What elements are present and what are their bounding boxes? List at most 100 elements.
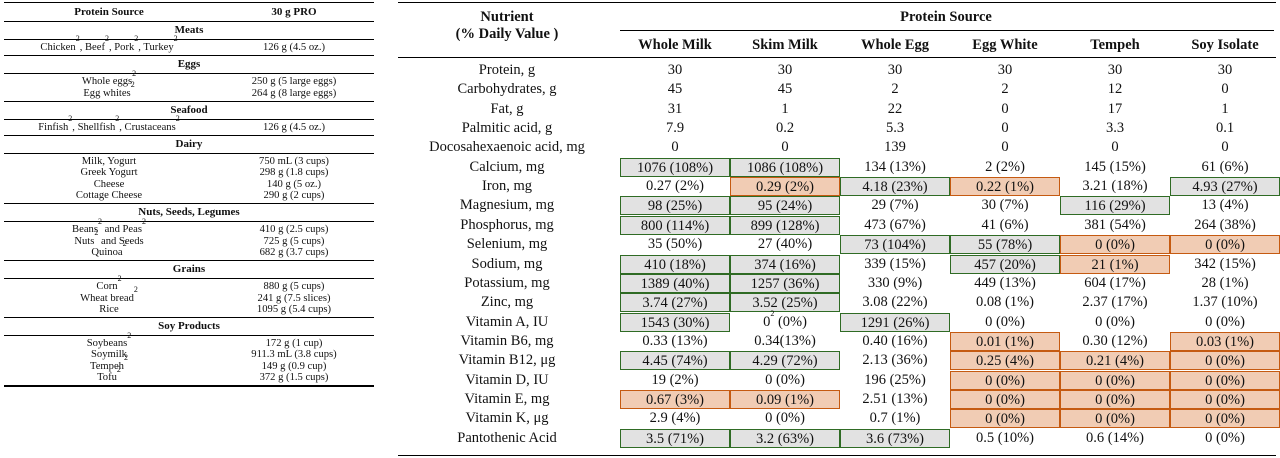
footnote-marker: 2 bbox=[123, 353, 128, 363]
value-text: 1076 (108%) bbox=[636, 159, 714, 176]
nutrient-value: 457 (20%) bbox=[950, 254, 1060, 274]
value-text: 0.01 (1%) bbox=[976, 333, 1034, 350]
table-row: Wheat bread2 241 g (7.5 slices) bbox=[4, 286, 374, 304]
nutrient-value: 800 (114%) bbox=[620, 215, 730, 235]
food-name-part: Wheat bread bbox=[80, 292, 134, 304]
nutrient-value: 0.27 (2%) bbox=[620, 177, 730, 196]
serving-amount: 372 g (1.5 cups) bbox=[259, 372, 329, 384]
nutrient-value: 3.3 bbox=[1060, 119, 1170, 138]
value-text: 0.25 (4%) bbox=[976, 353, 1034, 370]
table-row: Vitamin E, mg 0.67 (3%) 0.09 (1%) 2.51 (13%… bbox=[398, 389, 1280, 409]
table-row: Protein, g 30 30 30 30 30 30 bbox=[398, 61, 1276, 80]
header-bottom-rule bbox=[398, 57, 1276, 58]
value-text: 98 (25%) bbox=[647, 198, 703, 215]
nutrient-value: 449 (13%) bbox=[950, 274, 1060, 293]
value-text: 0 bbox=[1001, 100, 1009, 117]
nutrient-value: 0 bbox=[1170, 80, 1280, 99]
serving-amount: 149 g (0.9 cup) bbox=[261, 360, 327, 372]
value-text: 800 (114%) bbox=[640, 217, 710, 234]
nutrient-value: 12 bbox=[1060, 80, 1170, 99]
value-text: 0 bbox=[671, 139, 679, 156]
table-row: Rice 1095 g (5.4 cups) bbox=[4, 304, 374, 315]
food-name-part: Cottage Cheese bbox=[75, 190, 143, 202]
food-name: Soymilk bbox=[4, 349, 214, 360]
value-text: 30 bbox=[887, 62, 903, 78]
header-group-rule bbox=[620, 30, 1274, 31]
food-name: Cottage Cheese bbox=[4, 190, 214, 201]
table-row: Vitamin B12, μg 4.45 (74%) 4.29 (72%) 2.13 … bbox=[398, 351, 1280, 371]
food-name-part: , Turkey bbox=[138, 42, 174, 53]
value-text: 0.6 (14%) bbox=[1086, 429, 1144, 446]
value-text: 4.18 (23%) bbox=[862, 179, 928, 196]
food-name: Cheese bbox=[4, 179, 214, 190]
nutrient-value: 2.9 (4%) bbox=[620, 409, 730, 428]
value-text: 330 (9%) bbox=[867, 274, 923, 291]
nutrient-value: 95 (24%) bbox=[730, 196, 840, 216]
nutrient-name: Zinc, mg bbox=[480, 294, 534, 311]
food-name-part: Beans bbox=[72, 224, 98, 236]
value-text: 19 (2%) bbox=[651, 371, 699, 388]
value-text: 0 (0%) bbox=[1205, 313, 1245, 330]
value-text: 0.40 (16%) bbox=[862, 332, 928, 349]
value-text: 55 (78%) bbox=[977, 237, 1033, 254]
nutrient-value: 30 bbox=[620, 61, 730, 80]
category-group: Corn2 880 g (5 cups) Wheat bread2 241 g (7.… bbox=[4, 274, 374, 319]
food-name-part: Nuts bbox=[74, 235, 95, 247]
nutrient-value: 1257 (36%) bbox=[730, 273, 840, 293]
nutrient-value: 0 (0%) bbox=[1170, 313, 1280, 332]
nutrient-value: 1389 (40%) bbox=[620, 273, 730, 293]
nutrient-value: 139 bbox=[840, 138, 950, 157]
serving-amount: 140 g (5 oz.) bbox=[266, 178, 322, 190]
nutrient-value: 2 bbox=[840, 80, 950, 99]
footnote-marker: 2 bbox=[132, 68, 137, 78]
value-text: 1.37 (10%) bbox=[1192, 294, 1258, 311]
value-text: 0 bbox=[781, 139, 789, 156]
food-name-part: Cheese bbox=[93, 178, 125, 190]
footnote-marker: 2 bbox=[116, 364, 121, 374]
food-name: Egg whites2 bbox=[4, 81, 214, 99]
nutrient-value: 22 bbox=[840, 100, 950, 119]
header-protein-source: Protein Source bbox=[74, 6, 144, 18]
nutrient-value: 0 (0%) bbox=[1170, 389, 1280, 409]
value-text: 4.93 (27%) bbox=[1192, 179, 1258, 196]
nutrient-value: 0 (0%) bbox=[1170, 235, 1280, 255]
value-text: 29 (7%) bbox=[871, 197, 919, 214]
nutrient-value: 0 bbox=[730, 138, 840, 157]
footnote-marker: 2 bbox=[94, 228, 99, 238]
nutrient-name: Docosahexaenoic acid, mg bbox=[429, 139, 585, 156]
value-text: 0 (0%) bbox=[1205, 411, 1245, 428]
nutrient-value: 29 (7%) bbox=[840, 196, 950, 215]
nutrient-value: 899 (128%) bbox=[730, 215, 840, 235]
food-name: Tofu2 bbox=[4, 365, 214, 384]
value-text: 374 (16%) bbox=[754, 256, 816, 273]
column-header: Skim Milk bbox=[752, 37, 818, 53]
nutrient-value: 31 bbox=[620, 100, 730, 119]
food-name-part: Tofu bbox=[97, 372, 117, 384]
table-row: Quinoa2 682 g (3.7 cups) bbox=[4, 240, 374, 258]
value-text: 0 bbox=[1221, 139, 1229, 156]
table-row: Fat, g 31 1 22 0 17 1 bbox=[398, 100, 1276, 119]
value-text: 1543 (30%) bbox=[640, 314, 710, 331]
nutrient-value: 1 bbox=[730, 100, 840, 119]
value-text: 899 (128%) bbox=[750, 217, 820, 234]
value-text: 30 bbox=[997, 62, 1013, 78]
serving-amount: 880 g (5 cups) bbox=[263, 281, 325, 293]
nutrient-value: 0 bbox=[950, 100, 1060, 119]
nutrient-name: Phosphorus, mg bbox=[460, 216, 554, 233]
food-name-part: and Seeds bbox=[98, 235, 144, 247]
value-text: 0 (0%) bbox=[765, 410, 805, 427]
nutrient-value: 7.9 bbox=[620, 119, 730, 138]
value-text: 17 bbox=[1107, 100, 1123, 117]
value-text: 0 (0%) bbox=[1095, 372, 1135, 389]
footnote-marker: 2 bbox=[173, 34, 178, 44]
category-heading: Grains bbox=[4, 261, 374, 280]
value-text: 3.5 (71%) bbox=[646, 430, 704, 447]
footnote-marker: 2 bbox=[104, 34, 109, 44]
footnote-marker: 2 bbox=[141, 216, 146, 226]
value-text: 1291 (26%) bbox=[860, 314, 930, 331]
value-text: 0 (0%) bbox=[985, 391, 1025, 408]
nutrient-value: 13 (4%) bbox=[1170, 196, 1280, 215]
value-text: 5.3 bbox=[885, 120, 905, 137]
nutrient-value: 30 bbox=[840, 61, 950, 80]
footnote-marker: 2 bbox=[97, 216, 102, 226]
